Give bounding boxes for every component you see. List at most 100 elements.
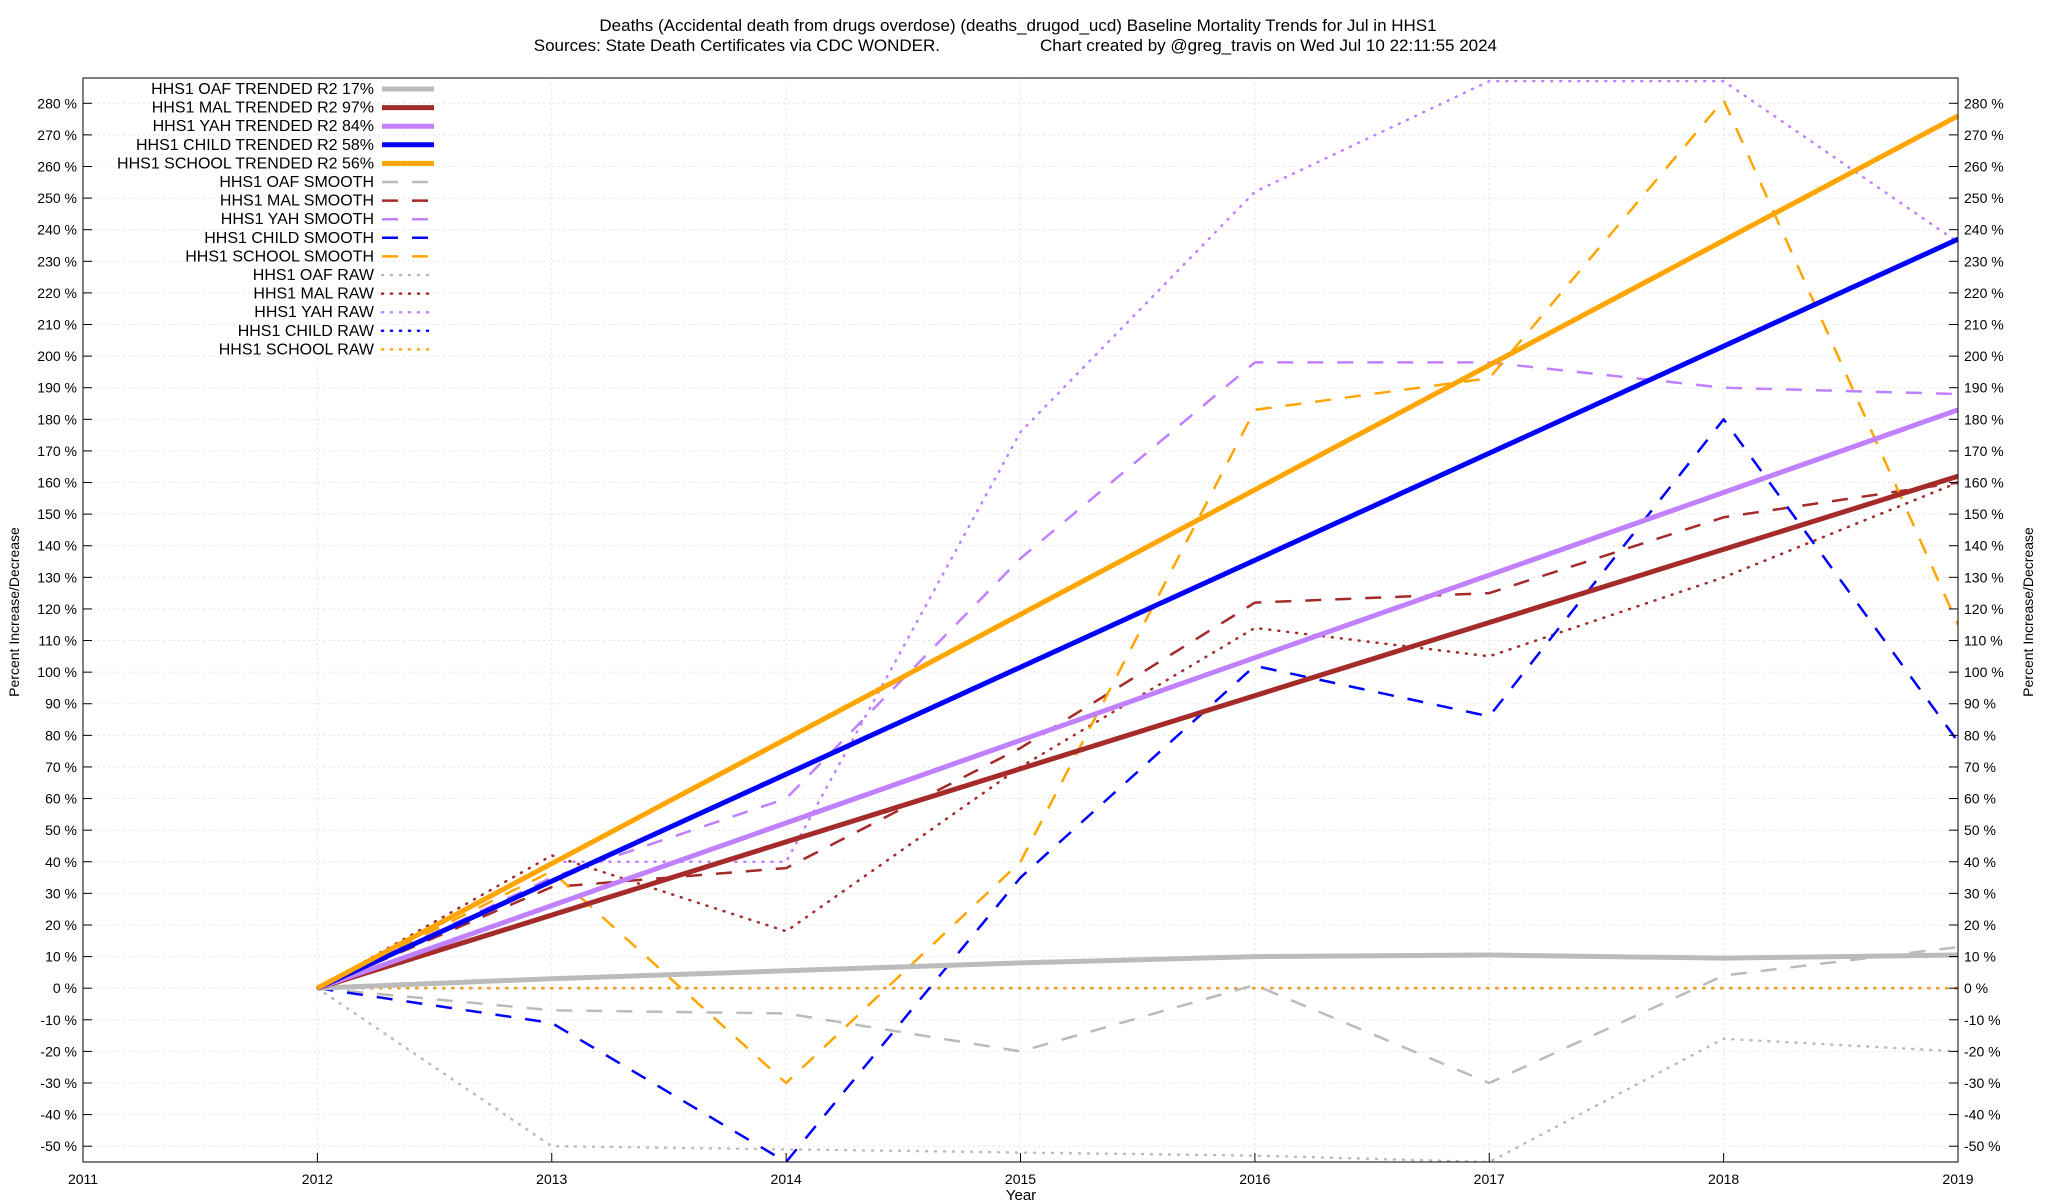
legend-label: HHS1 MAL RAW xyxy=(253,286,375,303)
y-tick-label-left: 230 % xyxy=(37,253,77,269)
y-tick-label-left: 140 % xyxy=(37,538,77,554)
y-tick-label-left: 250 % xyxy=(37,190,77,206)
y-tick-label-right: 70 % xyxy=(1964,759,1996,775)
y-tick-label-left: 120 % xyxy=(37,601,77,617)
y-tick-label-right: 130 % xyxy=(1964,569,2004,585)
y-tick-label-left: 260 % xyxy=(37,158,77,174)
y-tick-label-left: 170 % xyxy=(37,443,77,459)
series-line-oaf-smooth xyxy=(317,945,1958,1085)
y-tick-label-right: 20 % xyxy=(1964,917,1996,933)
x-axis-label: Year xyxy=(1006,1187,1036,1200)
y-axis-label-left: Percent Increase/Decrease xyxy=(6,527,22,697)
y-tick-label-left: 270 % xyxy=(37,127,77,143)
chart-title: Deaths (Accidental death from drugs over… xyxy=(599,16,1436,35)
series-line-child-trend xyxy=(316,236,1958,991)
y-tick-label-left: 180 % xyxy=(37,411,77,427)
y-tick-label-right: -40 % xyxy=(1964,1107,2001,1123)
y-tick-label-left: -40 % xyxy=(40,1107,77,1123)
y-tick-label-right: 220 % xyxy=(1964,285,2004,301)
y-tick-label-left: 90 % xyxy=(45,696,77,712)
y-tick-label-left: -30 % xyxy=(40,1075,77,1091)
y-tick-label-right: 280 % xyxy=(1964,95,2004,111)
y-tick-label-right: 80 % xyxy=(1964,727,1996,743)
series-line-school-trend xyxy=(316,113,1958,991)
y-tick-label-left: 40 % xyxy=(45,854,77,870)
legend-label: HHS1 YAH SMOOTH xyxy=(221,211,374,228)
series-line-oaf-raw xyxy=(316,986,1958,1162)
legend-label: HHS1 CHILD TRENDED R2 58% xyxy=(136,137,374,154)
y-tick-label-left: 160 % xyxy=(37,475,77,491)
y-tick-label-right: 150 % xyxy=(1964,506,2004,522)
chart-sources: Sources: State Death Certificates via CD… xyxy=(534,36,940,55)
legend-label: HHS1 YAH RAW xyxy=(254,304,375,321)
y-tick-label-left: 220 % xyxy=(37,285,77,301)
x-tick-label: 2016 xyxy=(1239,1171,1270,1187)
legend-label: HHS1 SCHOOL RAW xyxy=(219,341,375,358)
y-tick-label-right: 40 % xyxy=(1964,854,1996,870)
x-tick-label: 2019 xyxy=(1942,1171,1973,1187)
y-tick-label-right: 0 % xyxy=(1964,980,1988,996)
legend-label: HHS1 SCHOOL TRENDED R2 56% xyxy=(117,155,374,172)
y-tick-label-right: 160 % xyxy=(1964,475,2004,491)
y-tick-label-left: 280 % xyxy=(37,95,77,111)
legend-label: HHS1 CHILD RAW xyxy=(238,323,375,340)
legend-label: HHS1 YAH TRENDED R2 84% xyxy=(153,118,374,135)
axis-ticks: -50 % -50 % -40 % -40 % -30 % -30 % -20 % -20 %… xyxy=(37,95,2003,1187)
y-tick-label-left: 10 % xyxy=(45,949,77,965)
y-tick-label-right: 170 % xyxy=(1964,443,2004,459)
x-tick-label: 2012 xyxy=(302,1171,333,1187)
legend: HHS1 OAF TRENDED R2 17% HHS1 MAL TRENDED … xyxy=(117,81,436,358)
y-tick-label-right: 270 % xyxy=(1964,127,2004,143)
legend-label: HHS1 OAF SMOOTH xyxy=(219,174,374,191)
y-tick-label-left: 210 % xyxy=(37,317,77,333)
y-tick-label-left: 70 % xyxy=(45,759,77,775)
legend-label: HHS1 OAF TRENDED R2 17% xyxy=(151,81,374,98)
x-tick-label: 2017 xyxy=(1474,1171,1505,1187)
y-tick-label-right: 90 % xyxy=(1964,696,1996,712)
y-tick-label-left: 110 % xyxy=(38,633,77,649)
legend-label: HHS1 OAF RAW xyxy=(253,267,375,284)
y-tick-label-right: 60 % xyxy=(1964,791,1996,807)
y-tick-label-left: 0 % xyxy=(53,980,77,996)
x-tick-label: 2014 xyxy=(771,1171,802,1187)
y-tick-label-right: 140 % xyxy=(1964,538,2004,554)
y-tick-label-right: 260 % xyxy=(1964,158,2004,174)
y-tick-label-right: -20 % xyxy=(1964,1043,2001,1059)
y-tick-label-left: 190 % xyxy=(37,380,77,396)
x-tick-label: 2015 xyxy=(1005,1171,1036,1187)
y-tick-label-left: -10 % xyxy=(40,1012,77,1028)
series-layer xyxy=(316,79,1958,1162)
x-tick-label: 2018 xyxy=(1708,1171,1739,1187)
y-tick-label-left: 100 % xyxy=(37,664,77,680)
y-tick-label-right: 50 % xyxy=(1964,822,1996,838)
y-tick-label-right: 120 % xyxy=(1964,601,2004,617)
series-line-mal-trend xyxy=(316,473,1958,991)
y-tick-label-left: 80 % xyxy=(45,727,77,743)
series-line-school-smooth xyxy=(316,98,1958,1085)
series-line-child-smooth xyxy=(317,418,1958,1162)
y-tick-label-right: 110 % xyxy=(1964,633,2003,649)
y-tick-label-left: -20 % xyxy=(40,1043,77,1059)
y-tick-label-left: 150 % xyxy=(37,506,77,522)
y-tick-label-right: 210 % xyxy=(1964,317,2004,333)
y-tick-label-right: 180 % xyxy=(1964,411,2004,427)
y-tick-label-left: 130 % xyxy=(37,569,77,585)
y-axis-label-right: Percent Increase/Decrease xyxy=(2020,527,2036,697)
y-tick-label-right: 100 % xyxy=(1964,664,2004,680)
y-tick-label-left: 30 % xyxy=(45,885,77,901)
y-tick-label-right: -30 % xyxy=(1964,1075,2001,1091)
y-tick-label-right: -50 % xyxy=(1964,1138,2001,1154)
y-tick-label-right: 200 % xyxy=(1964,348,2004,364)
y-tick-label-left: 20 % xyxy=(45,917,77,933)
y-tick-label-right: 230 % xyxy=(1964,253,2004,269)
y-tick-label-right: 30 % xyxy=(1964,885,1996,901)
legend-label: HHS1 MAL SMOOTH xyxy=(220,193,374,210)
y-tick-label-right: 10 % xyxy=(1964,949,1996,965)
x-tick-label: 2013 xyxy=(536,1171,567,1187)
y-tick-label-left: -50 % xyxy=(40,1138,77,1154)
y-tick-label-right: 190 % xyxy=(1964,380,2004,396)
y-tick-label-left: 200 % xyxy=(37,348,77,364)
x-tick-label: 2011 xyxy=(68,1171,98,1187)
